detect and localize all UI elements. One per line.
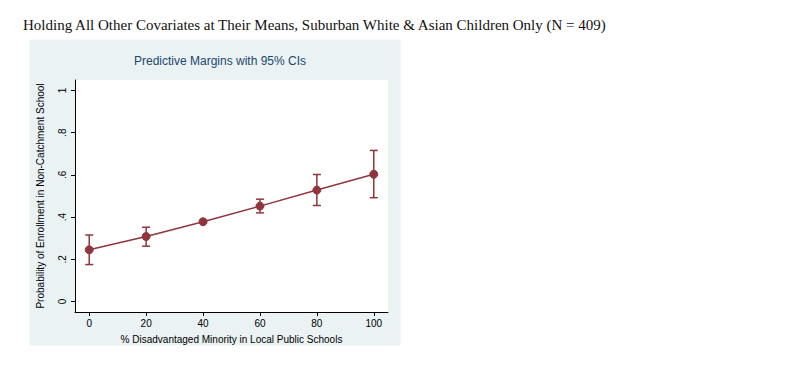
svg-text:.6: .6 <box>57 170 68 179</box>
svg-text:.2: .2 <box>57 255 68 264</box>
svg-text:Predictive Margins with 95% CI: Predictive Margins with 95% CIs <box>134 54 306 68</box>
svg-text:40: 40 <box>197 318 209 329</box>
svg-text:80: 80 <box>311 318 323 329</box>
svg-text:0: 0 <box>86 318 92 329</box>
svg-text:60: 60 <box>254 318 266 329</box>
svg-text:Holding All Other Covariates a: Holding All Other Covariates at Their Me… <box>23 17 606 34</box>
svg-text:20: 20 <box>141 318 153 329</box>
svg-text:.8: .8 <box>57 128 68 137</box>
svg-text:% Disadvantaged Minority in Lo: % Disadvantaged Minority in Local Public… <box>121 334 343 345</box>
svg-text:.4: .4 <box>57 212 68 221</box>
svg-text:100: 100 <box>365 318 382 329</box>
svg-text:Probability of Enrollment in N: Probability of Enrollment in Non-Catchme… <box>35 83 46 308</box>
svg-text:0: 0 <box>57 298 68 304</box>
svg-text:1: 1 <box>57 87 68 93</box>
